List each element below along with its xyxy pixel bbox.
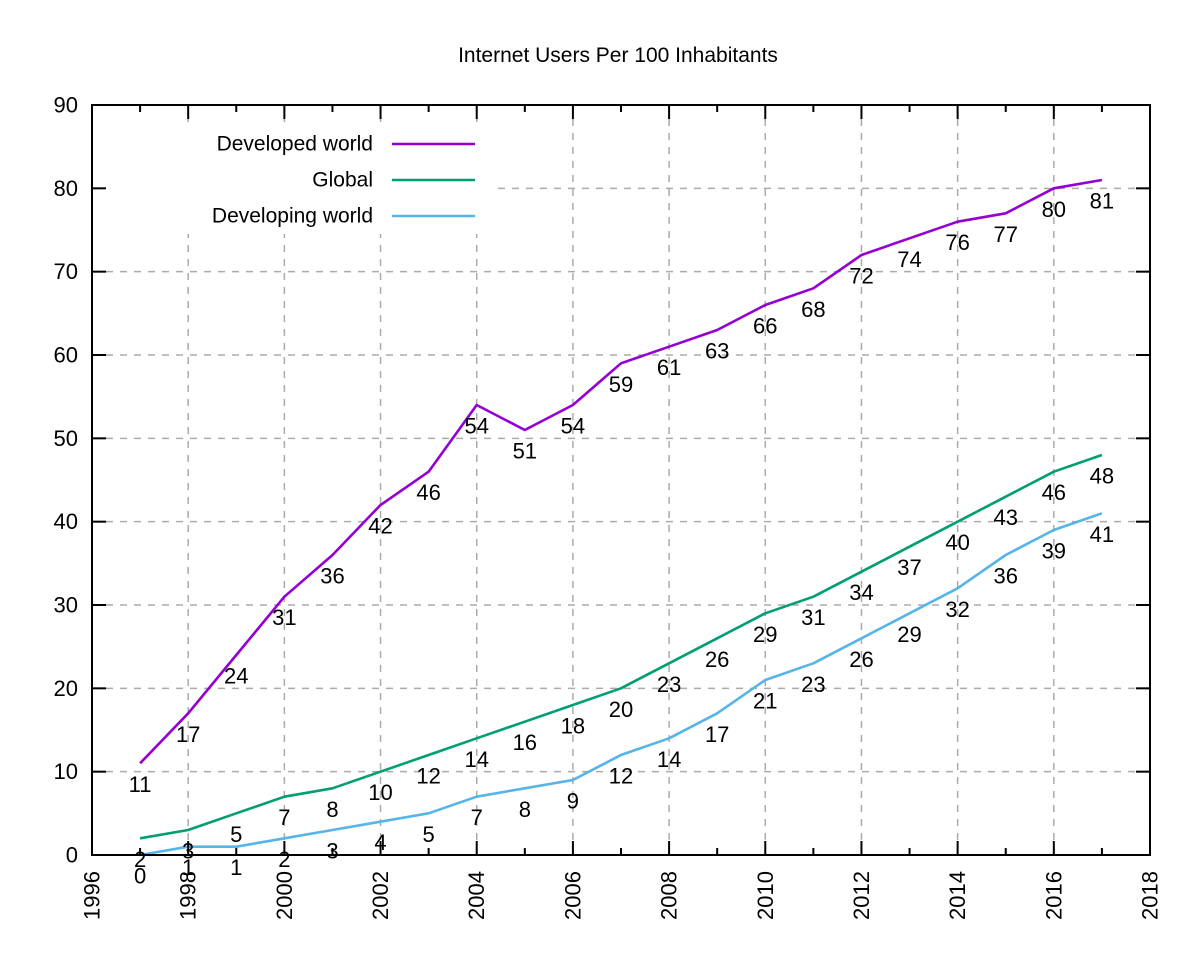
y-axis-tick-label: 10 — [54, 759, 78, 784]
series-line-developed-world — [139, 178, 1103, 765]
data-label: 48 — [1090, 464, 1114, 489]
x-axis-tick-label: 2014 — [945, 871, 970, 920]
axis-layer: 1996 1998 2000 2002 2004 2006 2008 2010 2012 2014… — [54, 93, 1163, 920]
data-label: 18 — [561, 714, 585, 739]
data-label: 12 — [609, 764, 633, 789]
data-label: 37 — [897, 555, 921, 580]
data-label: 5 — [230, 822, 242, 847]
data-label: 74 — [897, 247, 921, 272]
data-label: 39 — [1042, 539, 1066, 564]
data-label: 14 — [657, 747, 681, 772]
data-label: 36 — [320, 564, 344, 589]
data-label: 1 — [182, 855, 194, 880]
data-label: 26 — [849, 647, 873, 672]
data-label: 0 — [134, 864, 146, 889]
data-label: 40 — [945, 530, 969, 555]
y-axis-tick-label: 0 — [66, 843, 78, 868]
y-axis-tick-label: 20 — [54, 676, 78, 701]
data-label: 42 — [368, 514, 392, 539]
data-label: 21 — [753, 689, 777, 714]
y-axis-tick-label: 70 — [54, 259, 78, 284]
data-label: 23 — [657, 672, 681, 697]
x-axis-tick-label: 2000 — [272, 871, 297, 920]
legend-label-global: Global — [312, 169, 373, 192]
data-label: 31 — [272, 605, 296, 630]
data-label: 31 — [801, 605, 825, 630]
y-axis-tick-label: 30 — [54, 593, 78, 618]
data-label: 8 — [519, 797, 531, 822]
x-axis-tick-label: 1998 — [176, 871, 201, 920]
y-axis-tick-label: 50 — [54, 426, 78, 451]
data-label: 32 — [945, 597, 969, 622]
series-layer — [139, 178, 1103, 857]
data-label: 10 — [368, 780, 392, 805]
data-label: 29 — [897, 622, 921, 647]
x-axis-tick-label: 2010 — [753, 871, 778, 920]
data-label: 68 — [801, 297, 825, 322]
legend-label-developing-world: Developing world — [212, 205, 373, 228]
x-axis-tick-label: 2006 — [560, 871, 585, 920]
data-label: 12 — [416, 764, 440, 789]
data-label: 51 — [513, 439, 537, 464]
x-axis-tick-label: 2016 — [1041, 871, 1066, 920]
data-label: 76 — [945, 230, 969, 255]
x-axis-tick-label: 2004 — [464, 871, 489, 920]
x-axis-tick-label: 2018 — [1138, 871, 1163, 920]
data-label: 14 — [464, 747, 488, 772]
chart-title: Internet Users Per 100 Inhabitants — [458, 44, 778, 67]
x-axis-tick-label: 2002 — [368, 871, 393, 920]
data-label: 24 — [224, 664, 248, 689]
x-axis-tick-label: 2008 — [657, 871, 682, 920]
series-line-global — [139, 453, 1103, 840]
legend: Developed world Global Developing world — [100, 122, 492, 234]
data-label: 46 — [416, 480, 440, 505]
data-label: 8 — [326, 797, 338, 822]
series-line-developing-world — [139, 512, 1103, 857]
y-axis-tick-label: 80 — [54, 176, 78, 201]
data-label: 34 — [849, 580, 873, 605]
y-axis-tick-label: 60 — [54, 343, 78, 368]
data-label: 54 — [561, 414, 585, 439]
data-label: 2 — [278, 847, 290, 872]
data-label: 23 — [801, 672, 825, 697]
data-label: 7 — [471, 805, 483, 830]
data-label: 16 — [513, 730, 537, 755]
data-label: 43 — [993, 505, 1017, 530]
data-label: 17 — [176, 722, 200, 747]
data-label: 77 — [993, 222, 1017, 247]
data-label: 59 — [609, 372, 633, 397]
data-label: 61 — [657, 355, 681, 380]
legend-label-developed-world: Developed world — [217, 133, 373, 156]
data-label: 5 — [423, 822, 435, 847]
data-label: 29 — [753, 622, 777, 647]
y-axis-tick-label: 40 — [54, 509, 78, 534]
data-label: 7 — [278, 805, 290, 830]
x-axis-tick-label: 1996 — [80, 871, 105, 920]
data-label: 72 — [849, 264, 873, 289]
data-label: 41 — [1090, 522, 1114, 547]
data-label: 9 — [567, 789, 579, 814]
data-label: 2 — [134, 847, 146, 872]
data-label: 26 — [705, 647, 729, 672]
data-label: 11 — [129, 772, 152, 797]
data-label: 1 — [230, 855, 242, 880]
x-axis-tick-label: 2012 — [849, 871, 874, 920]
data-label: 54 — [464, 414, 488, 439]
data-label: 63 — [705, 339, 729, 364]
data-label: 17 — [705, 722, 729, 747]
data-label: 46 — [1042, 480, 1066, 505]
data-label: 66 — [753, 314, 777, 339]
data-label: 36 — [993, 564, 1017, 589]
data-label: 80 — [1042, 197, 1066, 222]
y-axis-tick-label: 90 — [54, 93, 78, 118]
data-label: 81 — [1090, 189, 1114, 214]
data-label: 20 — [609, 697, 633, 722]
